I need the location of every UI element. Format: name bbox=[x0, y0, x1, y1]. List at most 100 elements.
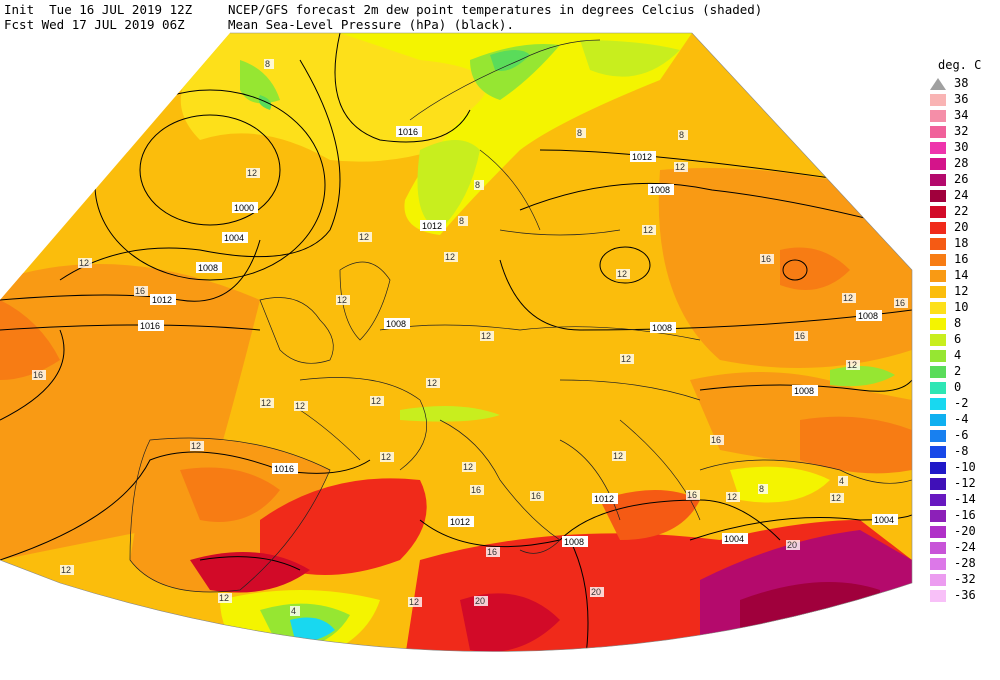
forecast-time: Fcst Wed 17 JUL 2019 06Z bbox=[4, 17, 185, 32]
svg-text:1008: 1008 bbox=[386, 319, 406, 329]
svg-text:16: 16 bbox=[471, 485, 481, 495]
svg-text:12: 12 bbox=[191, 441, 201, 451]
svg-text:1016: 1016 bbox=[274, 464, 294, 474]
svg-text:12: 12 bbox=[675, 162, 685, 172]
legend-entry: 36 bbox=[930, 92, 990, 108]
legend-swatch bbox=[930, 430, 946, 442]
legend-entry: 22 bbox=[930, 204, 990, 220]
svg-text:12: 12 bbox=[219, 593, 229, 603]
svg-text:1012: 1012 bbox=[450, 517, 470, 527]
svg-text:16: 16 bbox=[795, 331, 805, 341]
isobar-label: 1012 bbox=[630, 151, 656, 162]
legend-entry: -8 bbox=[930, 444, 990, 460]
dewpoint-label: 12 bbox=[616, 269, 630, 279]
dewpoint-label: 12 bbox=[620, 354, 634, 364]
legend-entry: 18 bbox=[930, 236, 990, 252]
legend-swatch bbox=[930, 526, 946, 538]
dewpoint-label: 16 bbox=[894, 298, 908, 308]
svg-text:12: 12 bbox=[295, 401, 305, 411]
dewpoint-label: 8 bbox=[264, 59, 274, 69]
svg-text:8: 8 bbox=[679, 130, 684, 140]
svg-text:8: 8 bbox=[577, 128, 582, 138]
isobar-label: 1004 bbox=[222, 232, 248, 243]
legend-entry: -10 bbox=[930, 460, 990, 476]
legend-entry: -4 bbox=[930, 412, 990, 428]
legend-label: 20 bbox=[954, 220, 969, 234]
legend-entry: -6 bbox=[930, 428, 990, 444]
dewpoint-label: 16 bbox=[470, 485, 484, 495]
legend-label: 14 bbox=[954, 268, 969, 282]
isobar-labels: 1016 1012 1008 1004 1000 1012 1016 1008 … bbox=[138, 126, 898, 547]
legend-swatch bbox=[930, 158, 946, 170]
legend-entry: -28 bbox=[930, 556, 990, 572]
legend-label: -12 bbox=[954, 476, 976, 490]
svg-text:12: 12 bbox=[727, 492, 737, 502]
legend-triangle bbox=[930, 78, 946, 90]
legend-swatch bbox=[930, 478, 946, 490]
legend-entry: 0 bbox=[930, 380, 990, 396]
coastlines bbox=[129, 39, 912, 593]
svg-text:20: 20 bbox=[591, 587, 601, 597]
dewpoint-label: 12 bbox=[336, 295, 350, 305]
legend-label: -20 bbox=[954, 524, 976, 538]
legend-label: 6 bbox=[954, 332, 962, 346]
isobar-label: 1012 bbox=[592, 493, 618, 504]
legend-label: -16 bbox=[954, 508, 976, 522]
isobar-label: 1016 bbox=[138, 320, 164, 331]
dewpoint-label: 12 bbox=[846, 360, 860, 370]
legend-swatch bbox=[930, 318, 946, 330]
legend-label: -10 bbox=[954, 460, 976, 474]
svg-text:12: 12 bbox=[445, 252, 455, 262]
dewpoint-label: 8 bbox=[758, 484, 768, 494]
svg-text:16: 16 bbox=[687, 490, 697, 500]
legend-label: -24 bbox=[954, 540, 976, 554]
dewpoint-label: 12 bbox=[408, 597, 422, 607]
legend-entry: 14 bbox=[930, 268, 990, 284]
legend-entry: 10 bbox=[930, 300, 990, 316]
dewpoint-label: 8 bbox=[678, 130, 688, 140]
dewpoint-label: 12 bbox=[642, 225, 656, 235]
dewpoint-label: 8 bbox=[474, 180, 484, 190]
legend-swatch bbox=[930, 558, 946, 570]
svg-text:1012: 1012 bbox=[594, 494, 614, 504]
dewpoint-label: 12 bbox=[480, 331, 494, 341]
svg-text:12: 12 bbox=[409, 597, 419, 607]
dewpoint-label: 16 bbox=[486, 547, 500, 557]
svg-text:12: 12 bbox=[427, 378, 437, 388]
legend-label: 28 bbox=[954, 156, 969, 170]
map-title: NCEP/GFS forecast 2m dew point temperatu… bbox=[228, 2, 763, 17]
legend-swatch bbox=[930, 238, 946, 250]
legend-label: 22 bbox=[954, 204, 969, 218]
isobar-label: 1008 bbox=[648, 184, 674, 195]
svg-text:16: 16 bbox=[33, 370, 43, 380]
legend-entry: -14 bbox=[930, 492, 990, 508]
legend-label: 18 bbox=[954, 236, 969, 250]
legend-entry: -12 bbox=[930, 476, 990, 492]
isobar-label: 1016 bbox=[272, 463, 298, 474]
legend-swatch bbox=[930, 414, 946, 426]
dewpoint-label: 12 bbox=[612, 451, 626, 461]
init-time: Init Tue 16 JUL 2019 12Z bbox=[4, 2, 193, 17]
dewpoint-label: 12 bbox=[842, 293, 856, 303]
svg-text:1016: 1016 bbox=[398, 127, 418, 137]
legend-swatch bbox=[930, 590, 946, 602]
legend-label: -2 bbox=[954, 396, 969, 410]
isobar-label: 1008 bbox=[792, 385, 818, 396]
legend-swatch bbox=[930, 222, 946, 234]
isobar-label: 1008 bbox=[196, 262, 222, 273]
legend-entry: 20 bbox=[930, 220, 990, 236]
legend-label: 0 bbox=[954, 380, 962, 394]
dewpoint-label: 16 bbox=[530, 491, 544, 501]
legend-swatch bbox=[930, 494, 946, 506]
legend-label: 34 bbox=[954, 108, 969, 122]
legend-swatch bbox=[930, 446, 946, 458]
legend-label: -8 bbox=[954, 444, 969, 458]
svg-text:1008: 1008 bbox=[794, 386, 814, 396]
isobar-label: 1012 bbox=[420, 220, 446, 231]
legend-title: deg. C bbox=[938, 58, 982, 72]
legend-label: -6 bbox=[954, 428, 969, 442]
svg-text:16: 16 bbox=[135, 286, 145, 296]
dewpoint-label: 12 bbox=[830, 493, 844, 503]
dewpoint-label: 16 bbox=[686, 490, 700, 500]
legend-entry: 34 bbox=[930, 108, 990, 124]
